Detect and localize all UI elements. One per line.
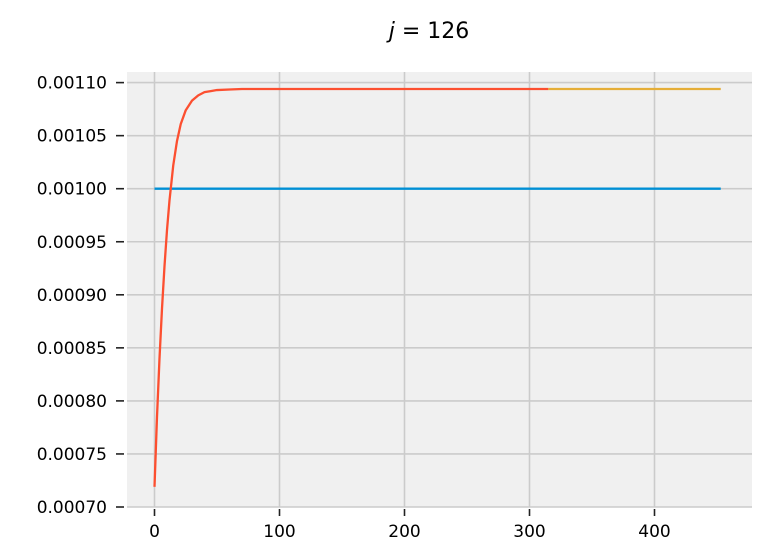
x-tick-label: 100 [263, 522, 295, 542]
chart-title-value: 126 [427, 19, 469, 44]
y-tick-label: 0.00080 [37, 392, 107, 412]
chart-title-variable: j [386, 19, 396, 44]
y-tick-label: 0.00105 [37, 127, 107, 147]
x-tick-label: 400 [638, 522, 670, 542]
chart-title-operator: = [395, 19, 427, 44]
y-tick-label: 0.00075 [37, 445, 107, 465]
grid-lines [127, 72, 752, 508]
series-lines [153, 87, 721, 487]
chart-title: j = 126 [386, 19, 470, 44]
x-tick-label: 300 [513, 522, 545, 542]
y-tick-label: 0.00090 [37, 286, 107, 306]
y-tick-label: 0.00070 [37, 498, 107, 518]
y-tick-label: 0.00095 [37, 233, 107, 253]
x-axis: 0 100 200 300 400 [149, 509, 671, 542]
y-tick-label: 0.00110 [37, 74, 107, 94]
y-tick-label: 0.00100 [37, 180, 107, 200]
y-tick-label: 0.00085 [37, 339, 107, 359]
y-axis: 0.00070 0.00075 0.00080 0.00085 0.00090 0.000… [37, 74, 124, 518]
series-line-3 [153, 87, 549, 487]
x-tick-label: 200 [388, 522, 420, 542]
plot-area [127, 72, 752, 507]
x-tick-label: 0 [149, 522, 160, 542]
